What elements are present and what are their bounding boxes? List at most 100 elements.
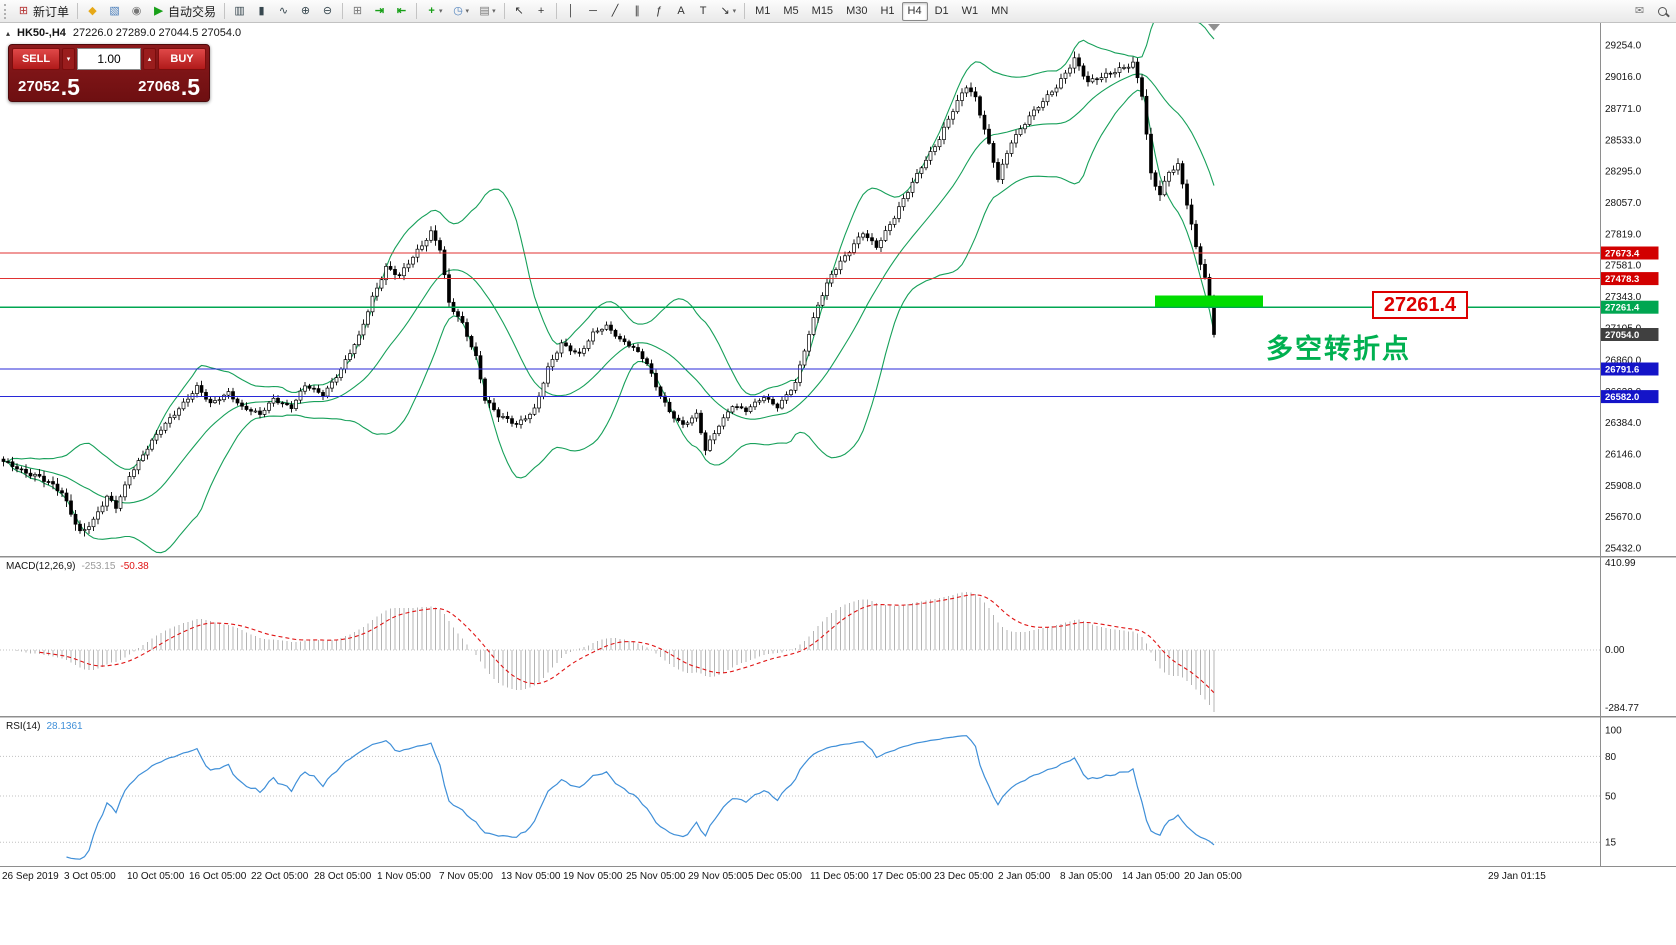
chart-shift-marker[interactable]	[1208, 24, 1220, 31]
time-label: 20 Jan 05:00	[1184, 871, 1242, 882]
chevron-down-icon: ▾	[492, 8, 496, 15]
time-label: 23 Dec 05:00	[934, 871, 994, 882]
turning-point-label[interactable]: 多空转折点	[1266, 334, 1411, 364]
text-label-icon: T	[699, 4, 707, 17]
candlesticks	[1, 51, 1216, 537]
macd-axis-label: 410.99	[1605, 558, 1636, 569]
line-chart-icon: ∿	[278, 4, 289, 17]
arrows-button[interactable]: ↘ ▾	[715, 2, 741, 21]
time-label: 5 Dec 05:00	[748, 871, 802, 882]
price-callout-label[interactable]: 27261.4	[1372, 291, 1468, 319]
chart-shift-button[interactable]: ⇤	[391, 2, 412, 21]
svg-text:27673.4: 27673.4	[1605, 249, 1640, 260]
panel-separator[interactable]	[0, 716, 1676, 718]
autotrading-button[interactable]: ▶ 自动交易	[148, 2, 220, 21]
new-order-icon: ⊞	[18, 4, 29, 17]
rsi-axis-label: 100	[1605, 726, 1622, 737]
timeframe-button-m30[interactable]: M30	[846, 5, 868, 17]
line-chart-button[interactable]: ∿	[273, 2, 294, 21]
candlestick-chart-button[interactable]: ▮	[251, 2, 272, 21]
time-label: 22 Oct 05:00	[251, 871, 309, 882]
timeframe-button-w1[interactable]: W1	[961, 5, 979, 17]
time-label: 16 Oct 05:00	[189, 871, 247, 882]
timeframe-button-h1[interactable]: H1	[880, 5, 895, 17]
sound-button[interactable]: ◉	[126, 2, 147, 21]
timeframe-button-h4[interactable]: H4	[901, 1, 928, 21]
sell-price[interactable]: 27052.5	[18, 74, 80, 100]
metaeditor-button[interactable]: ◆	[82, 2, 103, 21]
timeframe-button-m5[interactable]: M5	[783, 5, 799, 17]
chevron-down-icon: ▾	[465, 8, 470, 15]
metaeditor-icon: ◆	[88, 4, 97, 17]
zoom-in-button[interactable]: ⊕	[295, 2, 316, 21]
profiles-icon: ▧	[109, 4, 120, 17]
auto-scroll-button[interactable]: ⇥	[369, 2, 390, 21]
price-axis-divider	[1600, 23, 1601, 866]
bar-chart-button[interactable]: ▥	[229, 2, 250, 21]
crosshair-button[interactable]: +	[531, 2, 552, 21]
timeframe-button-m15[interactable]: M15	[811, 5, 834, 17]
toolbar-grip[interactable]	[4, 3, 9, 19]
price-tag-26791.6: 26791.6	[1600, 362, 1659, 376]
periods-clock-icon: ◷	[453, 4, 463, 17]
vertical-line-button[interactable]: │	[561, 2, 582, 21]
cursor-button[interactable]: ↖	[509, 2, 530, 21]
macd-value-main: -253.15	[81, 561, 116, 572]
rsi-indicator-label: RSI(14) 28.1361	[6, 721, 83, 732]
zoom-out-icon: ⊖	[322, 4, 333, 17]
price-tag-27673.4: 27673.4	[1600, 246, 1659, 260]
time-axis[interactable]: 26 Sep 2019 3 Oct 05:00 10 Oct 05:00 16 Oct…	[0, 866, 1676, 945]
price-axis-label: 28057.0	[1605, 198, 1642, 209]
price-axis-label: 28771.0	[1605, 104, 1642, 115]
text-button[interactable]: A	[671, 2, 692, 21]
volume-input[interactable]	[77, 48, 141, 70]
price-axis-label: 28533.0	[1605, 135, 1642, 146]
zoom-in-icon: ⊕	[300, 4, 311, 17]
price-axis-label: 27581.0	[1605, 261, 1642, 272]
tile-windows-button[interactable]: ⊞	[347, 2, 368, 21]
text-label-button[interactable]: T	[693, 2, 714, 21]
volume-decrease-button[interactable]: ▾	[62, 48, 75, 70]
panel-separator[interactable]	[0, 556, 1676, 558]
timeframe-button-d1[interactable]: D1	[934, 5, 949, 17]
channel-icon: ∥	[634, 4, 640, 17]
highlight-rectangle[interactable]	[1155, 295, 1263, 307]
trendline-button[interactable]: ╱	[605, 2, 626, 21]
time-label: 26 Sep 2019	[2, 871, 59, 882]
new-order-button[interactable]: ⊞ 新订单	[13, 2, 73, 21]
horizontal-line-button[interactable]: ─	[583, 2, 604, 21]
sell-price-frac: .5	[60, 74, 80, 100]
timeframe-button-mn[interactable]: MN	[991, 5, 1009, 17]
autotrading-play-icon: ▶	[154, 4, 163, 17]
periods-button[interactable]: ◷ ▾	[448, 2, 474, 21]
toolbar-separator	[416, 3, 418, 19]
templates-button[interactable]: ▤ ▾	[474, 2, 500, 21]
oct-collapse-icon[interactable]: ▴	[6, 28, 11, 38]
timeframe-button-m1[interactable]: M1	[755, 5, 771, 17]
buy-button[interactable]: BUY	[158, 48, 206, 70]
time-label: 19 Nov 05:00	[563, 871, 623, 882]
chevron-down-icon: ▾	[439, 8, 443, 15]
chevron-down-icon: ▾	[732, 8, 737, 15]
svg-text:27478.3: 27478.3	[1605, 274, 1639, 285]
volume-increase-button[interactable]: ▴	[143, 48, 156, 70]
zoom-out-button[interactable]: ⊖	[317, 2, 338, 21]
time-label: 29 Nov 05:00	[688, 871, 748, 882]
tile-windows-icon: ⊞	[352, 4, 363, 17]
time-label: 28 Oct 05:00	[314, 871, 372, 882]
notifications-button[interactable]: ✉	[1629, 2, 1650, 21]
channel-button[interactable]: ∥	[627, 2, 648, 21]
toolbar-separator	[224, 3, 226, 19]
search-icon	[1657, 6, 1667, 16]
cursor-icon: ↖	[514, 4, 524, 17]
search-button[interactable]	[1652, 2, 1672, 21]
buy-price[interactable]: 27068.5	[138, 74, 200, 100]
fibonacci-button[interactable]: ƒ	[649, 2, 670, 21]
symbol-timeframe: HK50-,H4	[17, 27, 66, 39]
sell-button[interactable]: SELL	[12, 48, 60, 70]
indicators-button[interactable]: + ▾	[421, 2, 447, 21]
profiles-button[interactable]: ▧	[104, 2, 125, 21]
main-toolbar: ⊞ 新订单 ◆ ▧ ◉ ▶ 自动交易 ▥ ▮ ∿ ⊕ ⊖	[0, 0, 1676, 23]
